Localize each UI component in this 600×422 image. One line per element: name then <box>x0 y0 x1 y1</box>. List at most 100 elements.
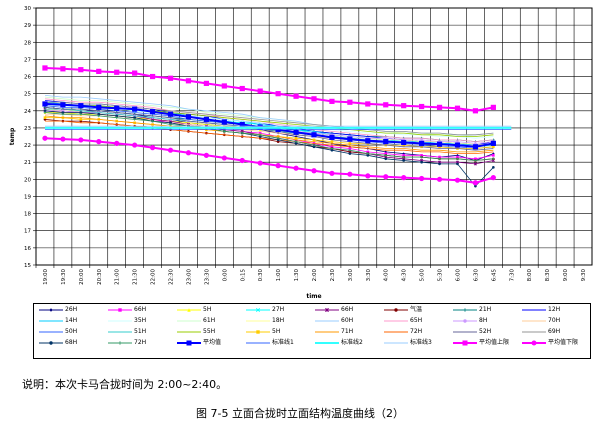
data-point <box>384 136 388 140</box>
data-point <box>221 155 227 161</box>
data-point <box>276 138 280 142</box>
data-point <box>420 160 423 164</box>
legend-swatch <box>453 331 477 333</box>
legend-swatch-marker <box>118 308 122 312</box>
data-point <box>490 140 496 146</box>
data-point <box>149 73 156 80</box>
data-point <box>419 103 425 110</box>
data-point <box>78 103 84 109</box>
data-point <box>330 145 334 149</box>
legend-label: 14H <box>65 317 78 324</box>
data-point <box>348 142 352 145</box>
data-point <box>438 155 441 159</box>
data-point <box>43 111 47 114</box>
series-26 <box>43 111 495 162</box>
data-point <box>383 139 389 145</box>
legend-swatch <box>315 308 339 312</box>
data-point <box>347 99 353 105</box>
data-point <box>492 154 495 157</box>
data-point <box>330 148 334 152</box>
data-point <box>114 69 120 75</box>
legend-swatch <box>177 331 201 333</box>
data-point <box>239 157 245 164</box>
data-point <box>240 131 244 135</box>
data-point <box>490 175 496 181</box>
legend-label: 68H <box>65 339 78 346</box>
legend-swatch <box>246 308 270 312</box>
legend-label: 52H <box>479 328 492 335</box>
y-tick-label: 17 <box>24 229 31 235</box>
data-point <box>492 166 495 169</box>
data-point <box>60 102 66 108</box>
series-24 <box>45 101 494 136</box>
data-point <box>239 85 245 92</box>
legend-label: 标准线3 <box>410 339 432 346</box>
legend-label: 72H <box>134 339 147 346</box>
data-point <box>60 136 66 142</box>
data-point <box>185 150 192 156</box>
chart-canvas: 15 16 17 18 19 20 21 22 23 24 25 26 27 28 29 30 19:00 19:… <box>9 6 593 300</box>
series-line <box>44 98 494 143</box>
x-tick-label: 9:30 <box>581 269 587 282</box>
data-point <box>436 104 443 110</box>
legend-label: 平均值下限 <box>548 339 579 346</box>
data-point <box>472 180 479 186</box>
legend-swatch-marker <box>531 340 537 346</box>
legend-swatch <box>384 331 408 333</box>
legend-label: 70H <box>548 317 561 324</box>
data-point <box>492 145 495 149</box>
y-tick-label: 22 <box>24 143 31 149</box>
legend-label: 标准线1 <box>272 339 294 346</box>
data-point <box>258 133 262 137</box>
x-tick-label: 0:15 <box>240 269 246 282</box>
data-point <box>438 157 441 161</box>
data-point <box>275 163 281 169</box>
x-tick-label: 22:00 <box>151 269 157 285</box>
data-point <box>61 111 65 114</box>
x-tick-label: 2:00 <box>312 269 318 282</box>
x-tick-label: 19:00 <box>43 269 49 285</box>
y-tick-label: 26 <box>24 75 31 81</box>
legend-swatch <box>177 308 201 312</box>
data-point <box>454 142 461 148</box>
legend-swatch <box>315 320 339 322</box>
y-tick-label: 21 <box>24 160 31 166</box>
data-point <box>151 119 154 123</box>
data-point <box>79 118 83 121</box>
data-point <box>133 116 136 119</box>
legend-swatch <box>522 309 546 311</box>
data-point <box>96 68 102 74</box>
legend-label: 气温 <box>410 306 423 313</box>
legend-label: 60H <box>341 317 354 324</box>
data-point <box>420 138 423 142</box>
data-point <box>384 154 388 157</box>
legend-label: 标准线2 <box>341 339 363 346</box>
data-point <box>96 139 102 145</box>
data-point <box>472 108 479 114</box>
x-tick-label: 4:00 <box>384 269 390 282</box>
y-tick-label: 19 <box>24 194 31 200</box>
legend-label: 66H <box>341 306 354 313</box>
data-point <box>347 171 353 177</box>
legend-swatch-marker <box>49 308 53 312</box>
x-tick-label: 0:30 <box>258 269 264 282</box>
legend-label: 平均值 <box>203 339 222 346</box>
data-point <box>114 105 120 111</box>
data-point <box>221 119 227 125</box>
legend-swatch <box>177 340 201 346</box>
legend-swatch-marker <box>49 341 53 345</box>
x-tick-label: 22:30 <box>169 269 175 285</box>
legend-swatch <box>384 308 408 312</box>
series-line <box>44 112 494 161</box>
legend-swatch <box>453 308 477 312</box>
figure-caption: 图 7-5 立面合拢时立面结构温度曲线（2） <box>196 407 404 420</box>
x-tick-label: 20:00 <box>79 269 85 285</box>
legend-label: 55H <box>203 328 216 335</box>
legend-swatch-marker <box>463 308 467 312</box>
x-tick-label: 21:30 <box>133 269 139 285</box>
data-point <box>258 131 262 135</box>
data-point <box>312 138 316 142</box>
data-point <box>473 162 478 166</box>
legend-swatch <box>522 320 546 322</box>
legend-label: 26H <box>65 306 78 313</box>
